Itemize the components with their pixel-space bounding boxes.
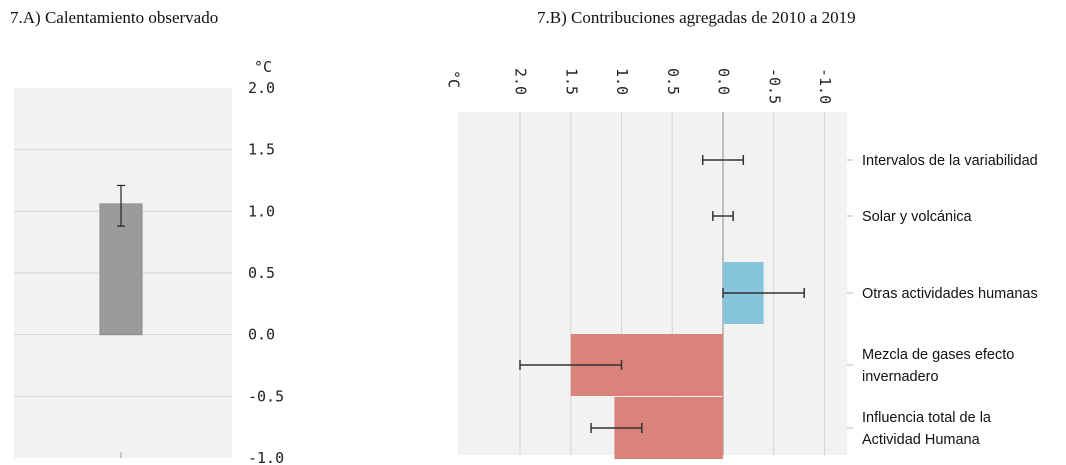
plot-a-ytick-label: 2.0 [248, 79, 275, 97]
plot-b-unit-label: °C [445, 70, 463, 88]
plot-a-unit-label: °C [254, 58, 272, 76]
plot-b-xtick-label: 1.5 [562, 68, 580, 95]
plot-b-category-label: Intervalos de la variabilidad [862, 153, 1038, 169]
plot-b-xtick-label: 2.0 [512, 68, 530, 95]
plot-b-category-label: Solar y volcánica [862, 209, 973, 225]
plot-a-ytick-label: 1.5 [248, 141, 275, 159]
plot-b-category-label: Otras actividades humanas [862, 286, 1038, 302]
panel-a-title: 7.A) Calentamiento observado [10, 8, 219, 27]
plot-b-xtick-label: -1.0 [816, 68, 834, 104]
plot-b-xtick-label: 1.0 [613, 68, 631, 95]
plot-b-xtick-label: -0.5 [765, 68, 783, 104]
plot-b-category-label: invernadero [862, 369, 939, 385]
plot-a-ytick-label: 0.5 [248, 264, 275, 282]
panel-b-title: 7.B) Contribuciones agregadas de 2010 a … [537, 8, 856, 27]
plot-b-category-label: Mezcla de gases efecto [862, 347, 1014, 363]
plot-b-xtick-label: 0.0 [715, 68, 733, 95]
plot-a-ytick-label: -0.5 [248, 387, 284, 405]
plot-b-category-label: Actividad Humana [862, 432, 981, 448]
plot-a-ytick-label: 1.0 [248, 202, 275, 220]
plot-a-ytick-label: 0.0 [248, 326, 275, 344]
plot-b-xtick-label: 0.5 [664, 68, 682, 95]
plot-a-ytick-label: -1.0 [248, 449, 284, 465]
plot-b-category-label: Influencia total de la [862, 410, 992, 426]
